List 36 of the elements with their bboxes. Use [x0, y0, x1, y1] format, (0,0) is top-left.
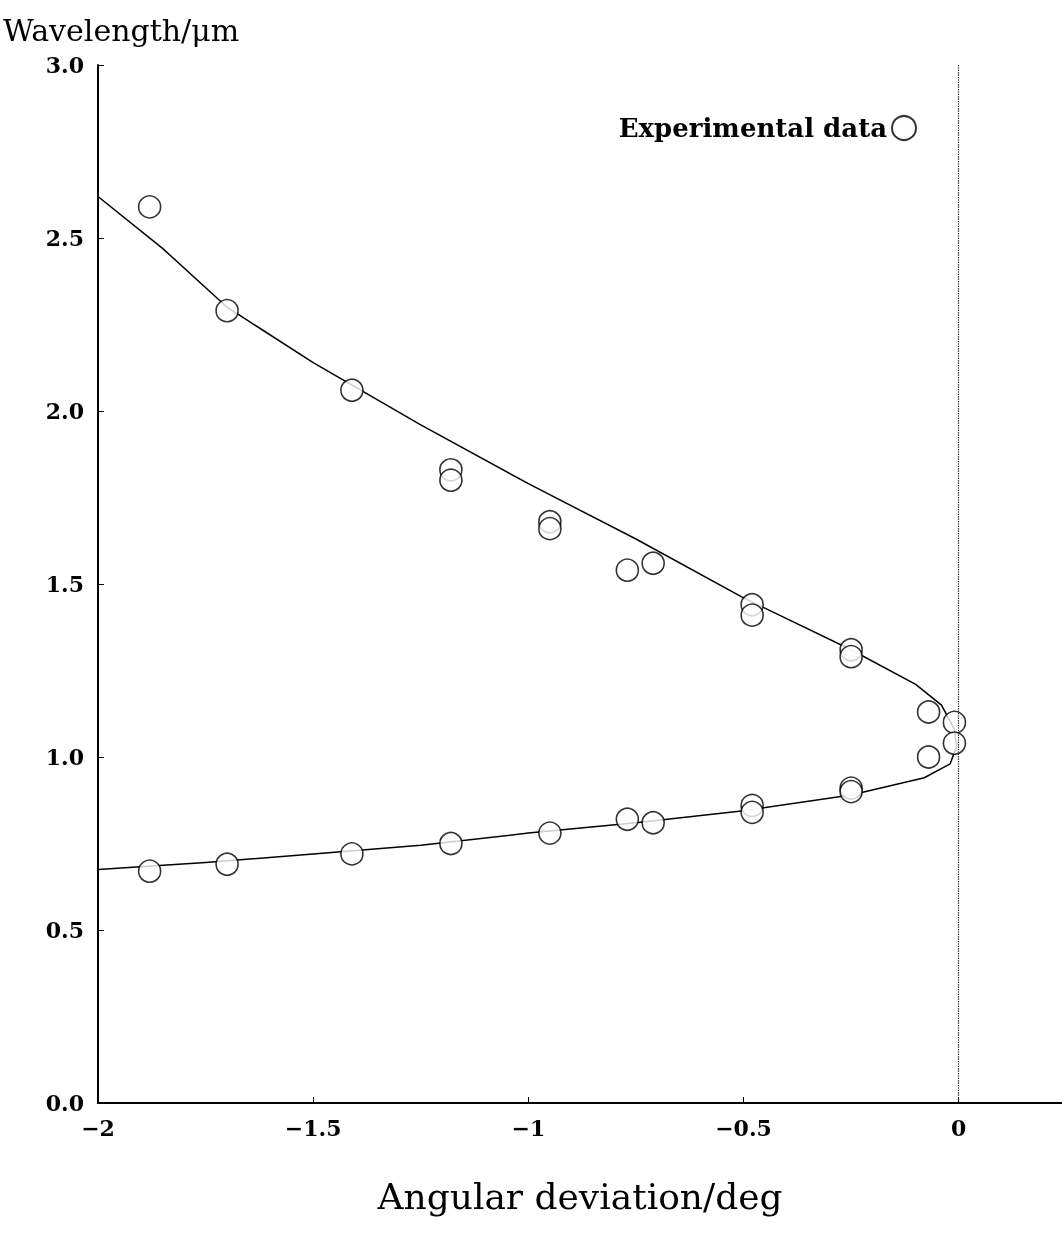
point	[439, 468, 463, 492]
y-tick-label: 3.0	[45, 52, 84, 78]
y-axis-title: Wavelength/μm	[3, 12, 240, 48]
point	[740, 603, 764, 627]
x-tick-label: −0.5	[715, 1115, 772, 1141]
point	[137, 859, 162, 883]
point	[641, 810, 665, 835]
point	[916, 745, 941, 769]
legend-label: Experimental data	[618, 113, 888, 143]
point	[439, 831, 463, 856]
point	[942, 731, 967, 755]
point	[215, 852, 239, 877]
x-tick-label: −1	[511, 1115, 546, 1141]
point	[641, 551, 665, 576]
point	[215, 298, 239, 323]
y-tick-label: 0.0	[45, 1090, 84, 1116]
x-tick-label: −2	[81, 1115, 115, 1141]
point	[615, 807, 640, 832]
point	[538, 516, 562, 541]
point	[538, 821, 562, 845]
point	[839, 644, 863, 669]
point	[340, 378, 364, 403]
point	[740, 800, 764, 825]
x-tick-label: −1.5	[284, 1115, 342, 1141]
y-tick-label: 1.5	[45, 571, 84, 597]
x-tick-label: 0	[951, 1115, 967, 1141]
point	[340, 842, 364, 866]
point	[137, 195, 162, 219]
y-tick-label: 0.5	[45, 917, 84, 943]
y-tick-label: 2.0	[45, 398, 84, 424]
point	[615, 558, 640, 582]
y-tick-label: 2.5	[45, 225, 84, 251]
y-tick-label: 1.0	[45, 744, 84, 770]
x-axis-title: Angular deviation/deg	[376, 1175, 783, 1217]
point	[916, 700, 941, 724]
point	[942, 710, 967, 735]
